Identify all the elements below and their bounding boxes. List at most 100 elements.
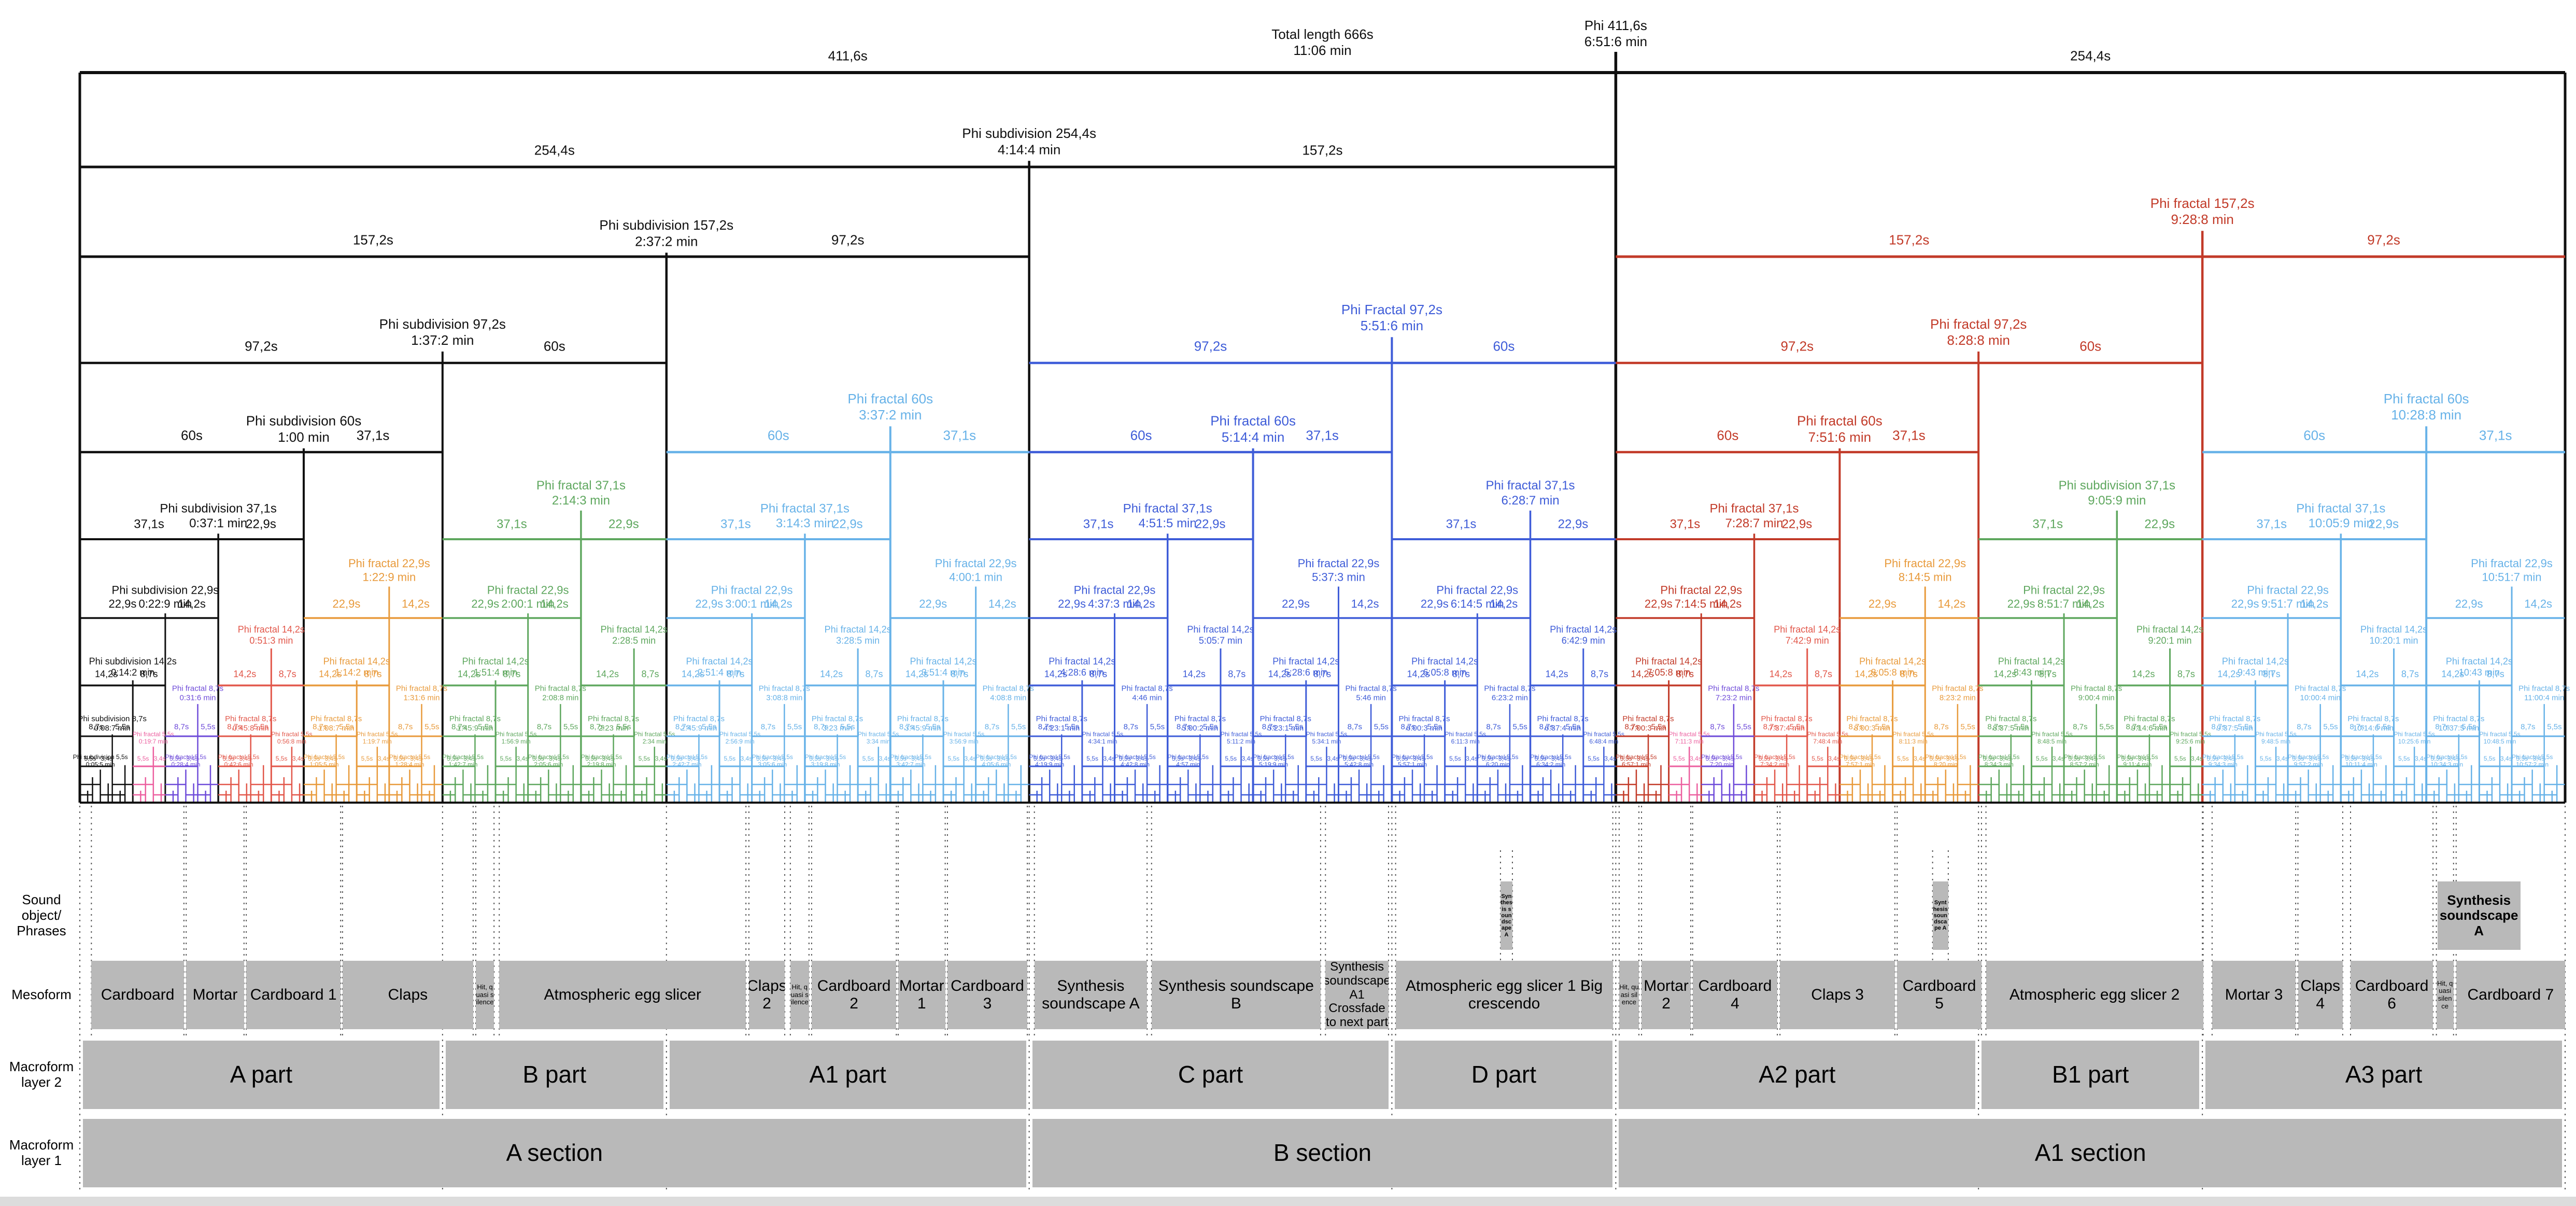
head-duration-label: 97,2s bbox=[1780, 339, 1814, 354]
tail-duration-label: 5,5s bbox=[1513, 723, 1527, 732]
phi-split-time: 6:05:8 min bbox=[1423, 667, 1467, 678]
head-duration-label: 5,5s bbox=[1396, 755, 1408, 762]
macroform-part-box: B part bbox=[445, 1041, 663, 1109]
phi-split-time: 10:37:5 min bbox=[2439, 724, 2479, 733]
phi-split-time: 8:20 min bbox=[1934, 761, 1958, 768]
phi-split-time: 9:25:6 min bbox=[2176, 738, 2205, 745]
head-duration-label: 5,5s bbox=[1706, 755, 1718, 762]
phi-split-time: 3:14:3 min bbox=[776, 516, 834, 530]
phi-split-time: 8:51:7 min bbox=[2037, 597, 2091, 610]
head-duration-label: 5,5s bbox=[947, 755, 959, 762]
phi-split-label: Phi fractal 5,5s bbox=[890, 753, 931, 761]
phi-split-time: 0:22:9 min bbox=[139, 597, 192, 610]
head-duration-label: 8,7s bbox=[814, 723, 828, 732]
phi-split-label: Phi subdivision 97,2s bbox=[379, 316, 506, 332]
phi-split-time: 7:05:8 min bbox=[1647, 667, 1691, 678]
phi-split-label: Phi fractal 5,5s bbox=[1701, 753, 1742, 761]
tail-duration-label: 8,7s bbox=[503, 669, 520, 679]
phi-split-time: 3:45:9 min bbox=[904, 724, 941, 733]
tail-duration-label: 3,4s bbox=[1241, 755, 1253, 762]
phi-split-time: 7:51:6 min bbox=[1808, 429, 1871, 445]
phi-split-label: Phi fractal 5,5s bbox=[1253, 753, 1294, 761]
sound-object-box: Synthesis soundscape A bbox=[2437, 881, 2521, 950]
tail-duration-label: 60s bbox=[2079, 339, 2101, 354]
phi-split-label: Phi subdivision 37,1s bbox=[160, 501, 276, 515]
phi-split-label: Phi fractal 14,2s bbox=[2446, 656, 2513, 667]
phi-split-time: 4:08:8 min bbox=[990, 693, 1026, 702]
phi-split-label: Phi fractal 8,7s bbox=[588, 714, 639, 723]
phi-split-time: 10:43 min bbox=[2459, 667, 2500, 678]
phi-split-label: Phi fractal 8,7s bbox=[1345, 684, 1396, 693]
phi-split-time: 8:11:3 min bbox=[1899, 738, 1928, 745]
phi-split-label: Phi fractal 14,2s bbox=[910, 656, 976, 667]
phi-split-label: Phi fractal 5,5s bbox=[805, 753, 846, 761]
tail-duration-label: 5,5s bbox=[1374, 723, 1389, 732]
phi-split-time: 0:45:8 min bbox=[233, 724, 269, 733]
phi-split-time: 8:34:3 min bbox=[1985, 761, 2014, 768]
head-duration-label: 60s bbox=[1130, 428, 1152, 443]
phi-split-label: Phi fractal 5,5s bbox=[1392, 753, 1433, 761]
phi-split-label: Phi fractal 14,2s bbox=[686, 656, 753, 667]
macroform-section-box: A section bbox=[83, 1119, 1026, 1187]
phi-split-time: 2:28:5 min bbox=[612, 636, 656, 646]
phi-split-label: Phi fractal 5,5s bbox=[133, 731, 174, 738]
head-duration-label: 14,2s bbox=[596, 669, 619, 679]
tail-duration-label: 5,5s bbox=[840, 723, 855, 732]
phi-split-time: 7:48:4 min bbox=[1813, 738, 1842, 745]
phi-split-label: Phi Fractal 97,2s bbox=[1341, 302, 1442, 317]
mesoform-box: Hit, quasi silence bbox=[790, 961, 809, 1029]
phi-split-time: 6:48:4 min bbox=[1589, 738, 1618, 745]
phi-split-label: Phi fractal 5,5s bbox=[1839, 753, 1880, 761]
head-duration-label: 5,5s bbox=[2516, 755, 2528, 762]
tail-duration-label: 8,7s bbox=[727, 669, 744, 679]
tail-duration-label: 3,4s bbox=[186, 755, 198, 762]
head-duration-label: 5,5s bbox=[169, 755, 181, 762]
bottom-strip bbox=[0, 1197, 2576, 1206]
phi-split-label: Phi fractal 14,2s bbox=[1859, 656, 1926, 667]
phi-split-time: 6:14:5 min bbox=[1451, 597, 1504, 610]
phi-split-label: Phi fractal 5,5s bbox=[2512, 753, 2553, 761]
macroform-part-box: D part bbox=[1395, 1041, 1613, 1109]
phi-split-time: 3:56:9 min bbox=[950, 738, 979, 745]
phi-split-label: Phi fractal 5,5s bbox=[1306, 731, 1347, 738]
phi-split-time: 5:05:7 min bbox=[1199, 636, 1242, 646]
tail-duration-label: 14,2s bbox=[1714, 597, 1742, 610]
phi-split-time: 0:42:6 min bbox=[224, 761, 253, 768]
phi-split-time: 6:34:2 min bbox=[1536, 761, 1565, 768]
head-duration-label: 5,5s bbox=[1119, 755, 1131, 762]
phi-split-label: Phi fractal 8,7s bbox=[1122, 684, 1173, 693]
phi-split-time: 3:05:6 min bbox=[758, 761, 787, 768]
tail-duration-label: 5,5s bbox=[1150, 723, 1165, 732]
phi-split-label: Phi fractal 5,5s bbox=[581, 753, 622, 761]
phi-split-label: Phi fractal 8,7s bbox=[1932, 684, 1983, 693]
tail-duration-label: 3,4s bbox=[687, 755, 699, 762]
tail-duration-label: 3,4s bbox=[1775, 755, 1787, 762]
tail-duration-label: 14,2s bbox=[1490, 597, 1518, 610]
head-duration-label: 14,2s bbox=[682, 669, 704, 679]
tail-duration-label: 3,4s bbox=[1828, 755, 1840, 762]
phi-split-label: Phi fractal 60s bbox=[1210, 413, 1296, 429]
head-duration-label: 5,5s bbox=[862, 755, 874, 762]
head-duration-label: 8,7s bbox=[2297, 723, 2311, 732]
tail-duration-label: 5,5s bbox=[1065, 723, 1079, 732]
phi-split-label: Phi fractal 5,5s bbox=[667, 753, 707, 761]
phi-split-label: Phi fractal 8,7s bbox=[2209, 714, 2260, 723]
head-duration-label: 8,7s bbox=[1038, 723, 1053, 732]
tail-duration-label: 22,9s bbox=[2144, 517, 2175, 531]
tail-duration-label: 37,1s bbox=[1306, 428, 1339, 443]
tail-duration-label: 5,5s bbox=[424, 723, 439, 732]
phi-split-label: Phi fractal 14,2s bbox=[2360, 624, 2427, 635]
phi-split-time: 4:00:1 min bbox=[949, 570, 1002, 583]
head-duration-label: 14,2s bbox=[2441, 669, 2464, 679]
tail-duration-label: 3,4s bbox=[378, 755, 390, 762]
phi-split-label: Phi fractal 5,5s bbox=[1893, 731, 1934, 738]
head-duration-label: 37,1s bbox=[497, 517, 527, 531]
tail-duration-label: 3,4s bbox=[1551, 755, 1563, 762]
phi-split-time: 3:51:4 min bbox=[922, 667, 965, 678]
phi-split-time: 6:23:2 min bbox=[1492, 693, 1528, 702]
head-duration-label: 22,9s bbox=[1645, 597, 1673, 610]
head-duration-label: 5,5s bbox=[1811, 755, 1823, 762]
macroform-part-box: B1 part bbox=[1981, 1041, 2200, 1109]
phi-split-label: Phi fractal 8,7s bbox=[2518, 684, 2570, 693]
phi-split-time: 7:14:5 min bbox=[1675, 597, 1728, 610]
